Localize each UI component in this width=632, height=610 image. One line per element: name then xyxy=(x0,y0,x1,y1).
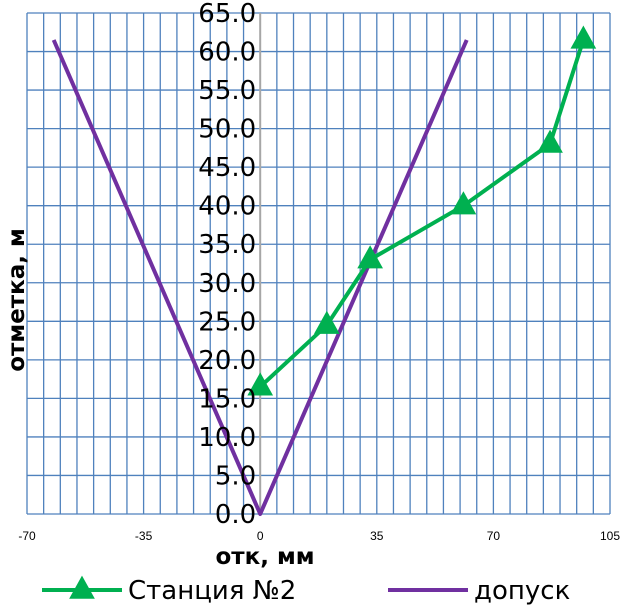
data-point-marker xyxy=(537,129,563,153)
x-tick-label: -70 xyxy=(18,529,36,543)
y-tick-label: 40.0 xyxy=(198,192,256,222)
legend-label-station-2: Станция №2 xyxy=(128,576,296,606)
series-line-station-2 xyxy=(258,39,586,389)
y-tick-labels: 0.0 5.0 10.0 15.0 20.0 25.0 30.0 35.0 40.0 45.0 50… xyxy=(198,0,256,530)
legend-label-tolerance: допуск xyxy=(474,576,570,606)
y-tick-label: 5.0 xyxy=(215,461,256,491)
data-point-marker xyxy=(357,245,383,269)
y-tick-label: 25.0 xyxy=(198,307,256,337)
data-point-marker xyxy=(247,372,274,396)
series-group xyxy=(51,25,597,516)
x-tick-labels: -70 -35 0 35 70 105 xyxy=(18,529,620,543)
data-point-marker xyxy=(450,191,477,215)
y-tick-label: 60.0 xyxy=(198,38,256,68)
x-axis-title: отк, мм xyxy=(215,544,314,570)
y-tick-label: 35.0 xyxy=(198,230,256,260)
y-tick-label: 15.0 xyxy=(198,384,256,414)
legend-marker-station-2 xyxy=(69,575,95,599)
data-point-marker xyxy=(313,310,340,334)
series-line-tolerance xyxy=(51,39,469,516)
y-tick-label: 30.0 xyxy=(198,269,256,299)
legend: Станция №2 допуск xyxy=(42,575,570,606)
x-tick-label: 0 xyxy=(257,529,264,543)
x-tick-label: 35 xyxy=(370,529,384,543)
y-tick-label: 0.0 xyxy=(215,500,256,530)
x-tick-label: -35 xyxy=(135,529,153,543)
x-tick-label: 105 xyxy=(600,529,620,543)
y-tick-label: 65.0 xyxy=(198,0,256,29)
y-tick-label: 20.0 xyxy=(198,346,256,376)
y-axis-title: отметка, м xyxy=(4,228,30,372)
y-tick-label: 55.0 xyxy=(198,76,256,106)
y-tick-label: 10.0 xyxy=(198,423,256,453)
grid xyxy=(26,12,611,515)
data-point-marker xyxy=(570,25,597,49)
y-tick-label: 50.0 xyxy=(198,115,256,145)
x-tick-label: 70 xyxy=(487,529,501,543)
y-tick-label: 45.0 xyxy=(198,153,256,183)
